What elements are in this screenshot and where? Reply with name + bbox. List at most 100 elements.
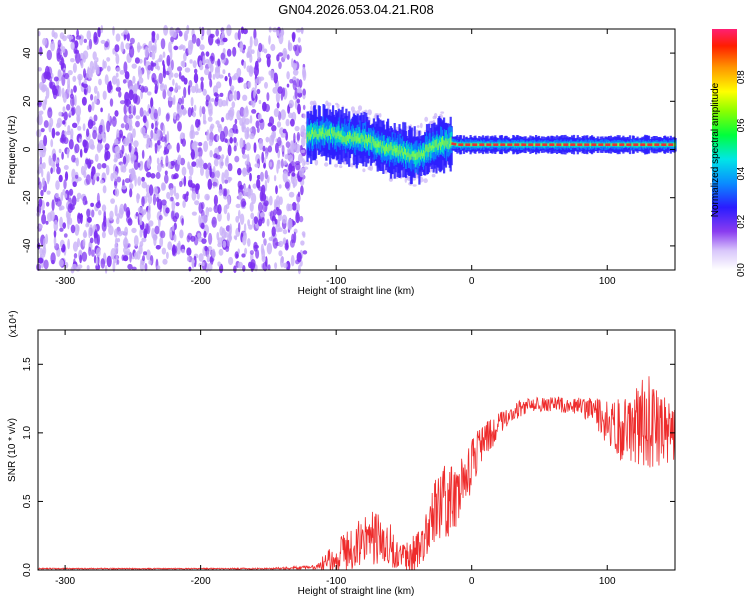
x-tick-label: -200 — [191, 576, 211, 587]
noise-blob — [210, 171, 215, 179]
noise-blob — [47, 212, 53, 222]
noise-blob — [50, 40, 55, 52]
noise-blob — [37, 257, 44, 264]
noise-blob — [96, 234, 100, 246]
noise-blob — [253, 89, 256, 99]
noise-blob — [137, 45, 143, 50]
noise-blob — [205, 94, 210, 103]
noise-blob — [273, 72, 279, 84]
noise-blob — [167, 161, 172, 169]
noise-blob — [126, 216, 132, 224]
noise-blob — [292, 69, 299, 76]
noise-blob — [289, 78, 294, 84]
track-band — [410, 142, 413, 160]
noise-blob — [55, 131, 60, 136]
noise-blob — [59, 205, 65, 211]
track-band — [350, 136, 353, 142]
noise-blob — [214, 67, 221, 80]
noise-blob — [134, 95, 141, 105]
noise-blob — [251, 109, 257, 114]
track-band — [434, 139, 436, 149]
noise-blob — [151, 106, 155, 115]
noise-blob — [166, 130, 170, 143]
track-band — [425, 144, 428, 152]
noise-blob — [282, 47, 288, 60]
noise-blob — [301, 231, 306, 237]
noise-blob — [142, 255, 145, 262]
noise-blob — [192, 111, 197, 118]
noise-blob — [230, 85, 235, 91]
noise-blob — [290, 161, 296, 169]
noise-blob — [197, 142, 203, 147]
track-band — [408, 153, 411, 162]
noise-blob — [172, 215, 178, 223]
noise-blob — [205, 51, 210, 57]
noise-blob — [246, 50, 251, 59]
noise-blob — [71, 168, 76, 180]
noise-blob — [163, 24, 169, 36]
noise-blob — [277, 227, 283, 232]
noise-blob — [101, 231, 106, 239]
noise-blob — [162, 258, 168, 265]
x-tick-label: -100 — [326, 276, 346, 287]
noise-blob — [146, 223, 151, 235]
noise-blob — [237, 29, 241, 41]
noise-blob — [280, 256, 284, 268]
noise-blob — [125, 42, 130, 50]
x-tick-label: 0 — [469, 276, 475, 287]
noise-blob — [142, 132, 148, 139]
noise-blob — [106, 57, 111, 62]
track-band — [513, 143, 515, 146]
noise-blob — [253, 142, 257, 154]
noise-blob — [128, 89, 134, 101]
noise-blob — [131, 170, 136, 179]
noise-blob — [249, 250, 254, 255]
noise-blob — [159, 83, 165, 92]
noise-blob — [244, 130, 249, 140]
noise-blob — [86, 208, 91, 218]
noise-blob — [203, 140, 209, 153]
track-band — [589, 143, 591, 146]
noise-blob — [158, 106, 161, 117]
noise-blob — [69, 93, 74, 99]
noise-blob — [69, 110, 72, 116]
noise-blob — [48, 122, 52, 133]
noise-blob — [45, 233, 49, 245]
noise-blob — [297, 37, 301, 43]
noise-blob — [115, 72, 119, 78]
noise-blob — [157, 140, 161, 146]
noise-blob — [102, 90, 107, 101]
noise-blob — [229, 93, 234, 101]
colorbar-tick-label: 0.2 — [736, 214, 747, 228]
noise-blob — [258, 138, 264, 151]
track-scatter — [314, 159, 319, 166]
noise-blob — [206, 28, 211, 36]
noise-blob — [40, 189, 44, 197]
noise-blob — [114, 44, 120, 53]
noise-blob — [164, 170, 168, 176]
track-band — [422, 152, 424, 159]
noise-blob — [208, 71, 212, 81]
noise-blob — [124, 122, 130, 131]
noise-blob — [192, 60, 197, 69]
noise-blob — [262, 145, 266, 152]
noise-blob — [239, 117, 243, 126]
noise-blob — [113, 158, 118, 163]
noise-blob — [270, 43, 276, 52]
noise-blob — [233, 73, 239, 80]
track-scatter — [374, 113, 378, 116]
noise-blob — [217, 58, 221, 67]
track-scatter — [433, 112, 438, 119]
noise-blob — [114, 181, 118, 186]
noise-blob — [138, 244, 143, 255]
noise-blob — [130, 153, 135, 164]
noise-blob — [107, 81, 112, 94]
noise-blob — [282, 128, 287, 134]
track-band — [362, 134, 364, 143]
noise-blob — [286, 83, 290, 88]
track-band — [385, 145, 387, 154]
noise-blob — [121, 254, 125, 261]
noise-blob — [179, 180, 183, 188]
track-band — [325, 129, 327, 135]
noise-blob — [77, 212, 81, 224]
